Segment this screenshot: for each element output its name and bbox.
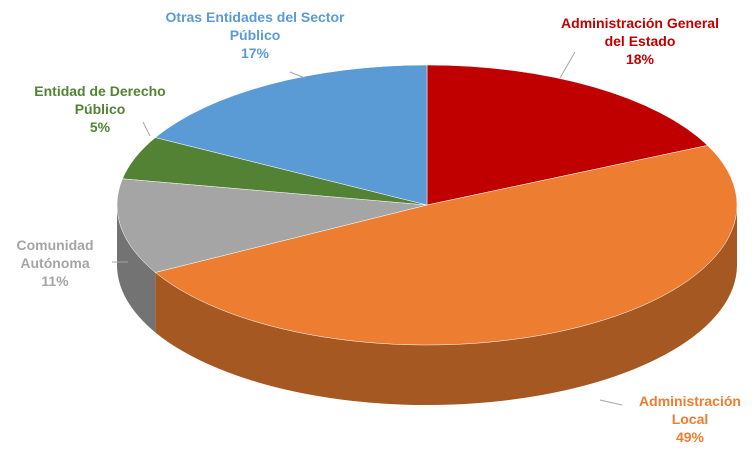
category-label: Comunidad Autónoma [16, 237, 94, 271]
leader-line [599, 399, 623, 406]
slice-side [117, 205, 156, 333]
slice [426, 64, 709, 206]
slice-label: Comunidad Autónoma 11% [0, 236, 110, 290]
value-label: 18% [625, 51, 655, 67]
category-label: Administración General del Estado [561, 15, 719, 49]
category-label: Administración Local [639, 393, 741, 427]
slice-label: Otras Entidades del Sector Público 17% [165, 8, 345, 62]
slice-side [155, 205, 738, 405]
slice-label: Administración Local 49% [625, 392, 755, 446]
value-label: 49% [675, 429, 705, 445]
slice-label: Entidad de Derecho Público 5% [15, 82, 185, 136]
value-label: 17% [240, 45, 270, 61]
slice [154, 145, 738, 346]
value-label: 11% [41, 273, 69, 289]
leader-line [289, 71, 306, 79]
category-label: Entidad de Derecho Público [34, 83, 166, 117]
slice [154, 64, 428, 206]
leader-line [142, 121, 151, 137]
slice [116, 178, 428, 273]
category-label: Otras Entidades del Sector Público [165, 9, 345, 43]
value-label: 5% [89, 119, 111, 135]
slice-label: Administración General del Estado 18% [555, 14, 725, 68]
leader-line [559, 51, 576, 79]
